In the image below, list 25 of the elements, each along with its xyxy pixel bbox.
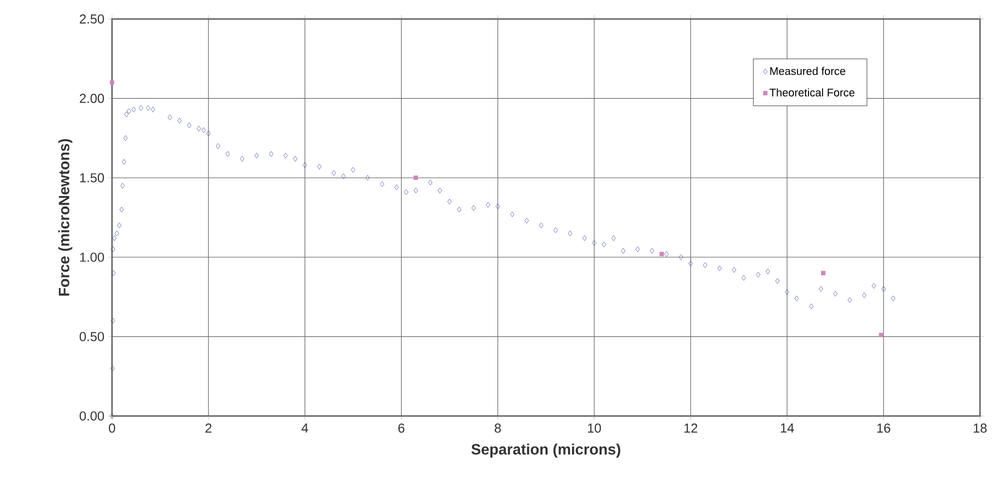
point — [821, 270, 826, 276]
y-axis-title: Force (microNewtons) — [58, 139, 72, 296]
x-tick-label: 10 — [588, 424, 601, 433]
y-tick-label: 1.00 — [80, 252, 104, 262]
point — [414, 176, 418, 180]
point — [110, 80, 114, 85]
point — [660, 252, 664, 256]
x-tick-label: 6 — [398, 424, 404, 433]
y-tick-label: 1.50 — [80, 173, 104, 182]
legend-label: Measured force — [770, 66, 846, 75]
x-tick-label: 18 — [974, 424, 987, 433]
x-tick-label: 2 — [205, 424, 212, 433]
x-tick-label: 8 — [494, 424, 501, 433]
x-tick-label: 14 — [780, 424, 794, 432]
x-tick-label: 12 — [684, 424, 698, 433]
point — [878, 332, 884, 338]
x-tick-label: 4 — [302, 424, 308, 432]
x-tick-label: 0 — [108, 424, 116, 433]
x-tick-label: 16 — [877, 424, 890, 433]
x-axis-title: Separation (microns) — [471, 444, 620, 458]
y-tick-label: 2.00 — [80, 94, 104, 103]
y-tick-label: 2.50 — [80, 14, 104, 24]
y-tick-label: 0.50 — [80, 332, 104, 342]
y-tick-label: 0.00 — [80, 411, 104, 421]
legend-label: Theoretical Force — [770, 88, 854, 96]
